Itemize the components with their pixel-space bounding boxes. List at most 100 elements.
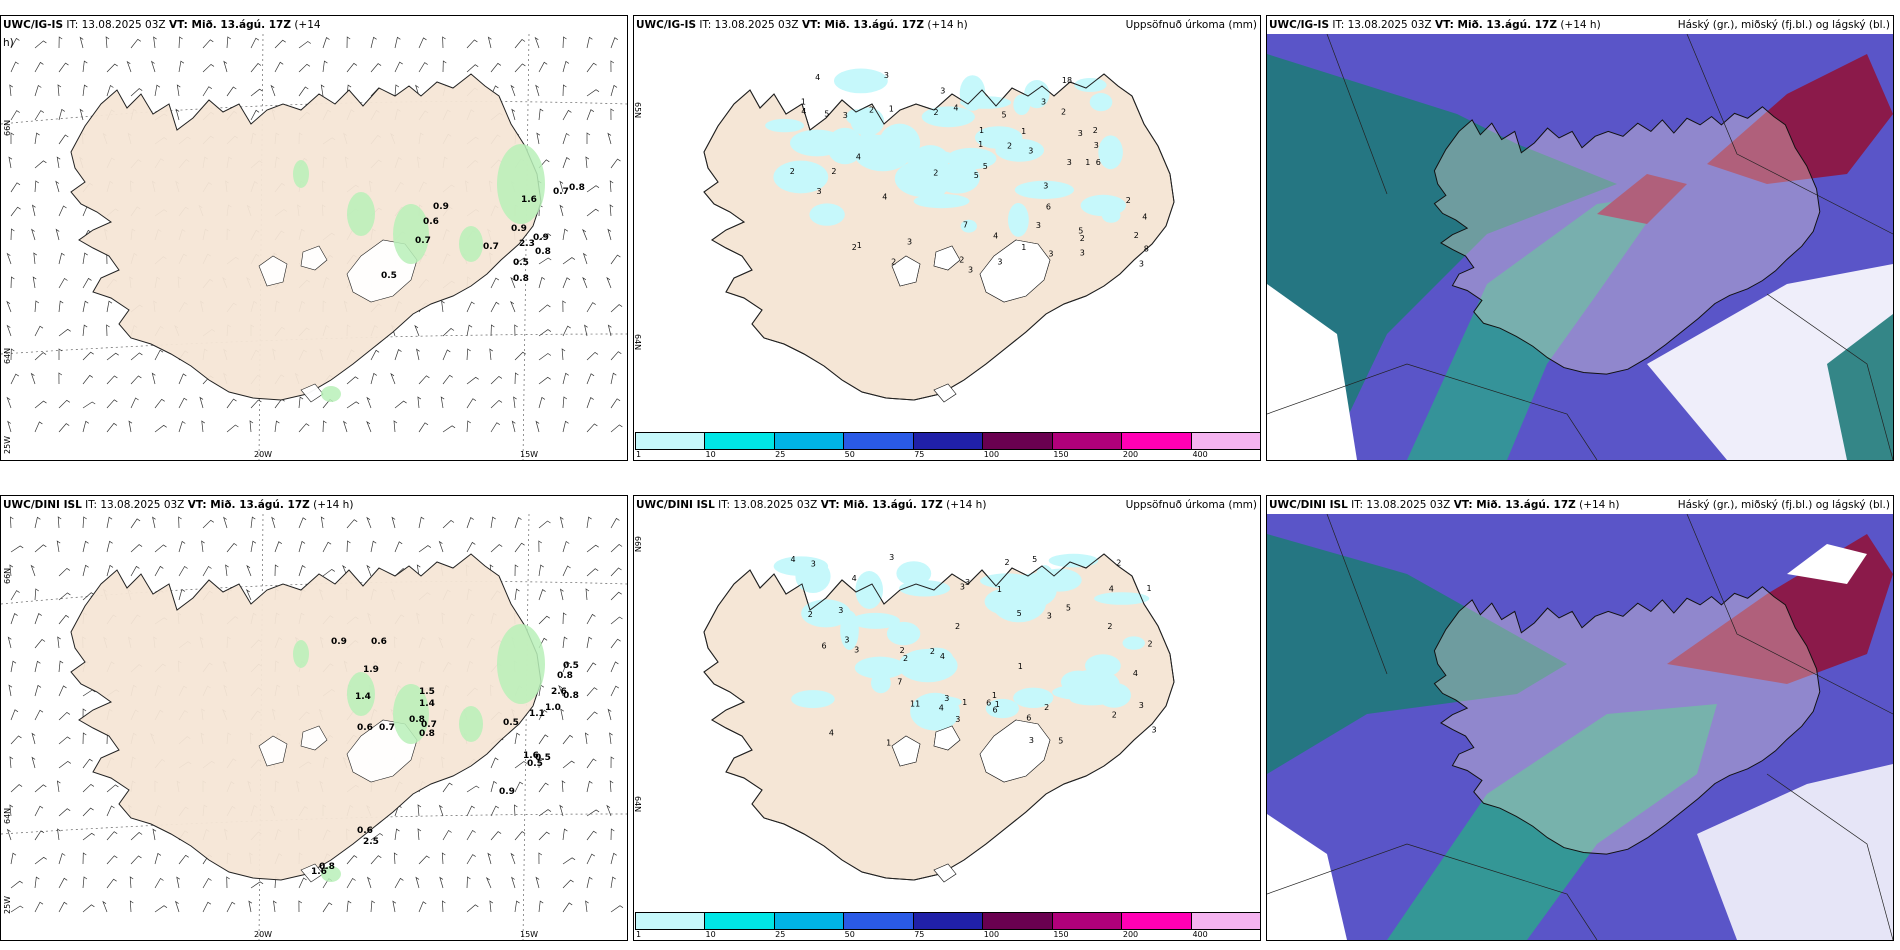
init-time: IT: 13.08.2025 03Z: [66, 19, 166, 31]
valid-time: VT: Mið. 13.ágú. 17Z: [168, 19, 291, 31]
precip-value: 0.5: [527, 759, 543, 769]
accum-value: 3: [1152, 726, 1157, 735]
map-area: [1267, 34, 1893, 460]
lon-label-15: 15W: [520, 930, 539, 939]
precip-value: 0.8: [557, 671, 573, 681]
accum-value: 2: [1007, 141, 1012, 150]
precip-value: 1.6: [521, 195, 537, 205]
colorbar-swatch: [1191, 433, 1260, 449]
colorbar-swatch: [844, 913, 914, 929]
colorbar-tick-label: 1: [636, 930, 642, 939]
accum-value: 4: [939, 703, 944, 712]
panel-right-title: Háský (gr.), miðský (fj.bl.) og lágský (…: [1677, 19, 1890, 31]
accum-value: 1: [1021, 127, 1026, 136]
accum-value: 2: [1116, 558, 1121, 567]
accum-value: 4: [791, 555, 796, 564]
precip-areas: [293, 144, 545, 402]
map-area: 2 3 1 2 2 3 5 3 4 6 3 2 5 6 3 4 3 4 11 3 1 3 7 3 4 2 3 4 2 6 1 2 5 1 3 4 2 1 2…: [634, 514, 1260, 940]
accum-value: 6: [993, 705, 998, 714]
accum-value: 3: [884, 71, 889, 80]
iceland-landmass: [70, 73, 542, 403]
accum-value: 2: [852, 243, 857, 252]
accum-value: 2: [903, 654, 908, 663]
panel-title: UWC/IG-IS IT: 13.08.2025 03Z VT: Mið. 13…: [634, 16, 1260, 34]
accum-value: 3: [968, 265, 973, 274]
accum-value: 3: [889, 553, 894, 562]
precip-value: 0.6: [357, 826, 373, 836]
colorbar-swatch: [774, 433, 845, 449]
lat-label-66: 66N: [3, 119, 12, 136]
accum-value: 5: [1017, 609, 1022, 618]
model-name: UWC/DINI ISL: [636, 499, 715, 511]
model-name: UWC/IG-IS: [3, 19, 64, 31]
accum-value: 4: [852, 574, 857, 583]
accum-value: 3: [1047, 611, 1052, 620]
accum-labels: 1212243343553582434647323343532218642313…: [790, 71, 1149, 274]
lat-label-66: 66N: [633, 536, 642, 553]
accum-value: 4: [801, 107, 806, 116]
accum-value: 3: [1048, 250, 1053, 259]
accum-value: 5: [1078, 227, 1083, 236]
accum-value: 4: [1109, 584, 1114, 593]
accum-value: 2: [1061, 108, 1066, 117]
init-time: IT: 13.08.2025 03Z: [699, 19, 799, 31]
precip-value: 0.5: [535, 753, 551, 763]
accum-value: 1: [997, 585, 1002, 594]
precip-value: 1.6: [523, 751, 539, 761]
lat-label-64: 64N: [633, 796, 642, 813]
accum-value: 2: [831, 167, 836, 176]
accum-value: 4: [940, 652, 945, 661]
accum-value: 5: [824, 109, 829, 118]
accum-value: 2: [1093, 126, 1098, 135]
accum-value: 2: [1107, 622, 1112, 631]
accum-value: 2: [959, 256, 964, 265]
map-svg: 1212243343553582434647323343532218642313…: [703, 68, 1175, 403]
accum-value: 6: [1026, 713, 1031, 722]
lat-label-64: 64N: [3, 807, 12, 824]
panel-accum-precip-dini: UWC/DINI ISL IT: 13.08.2025 03Z VT: Mið.…: [633, 495, 1261, 941]
accum-value: 3: [1036, 221, 1041, 230]
lat-label-64: 64N: [633, 334, 642, 351]
colorbar-swatch: [1122, 913, 1192, 929]
colorbar-tick-label: 400: [1192, 450, 1208, 459]
map-area: 0.9 0.6 1.9 1.4 0.7 1.4 0.8 0.6 0.8 1.5 0.7 1.0 0.5 0…: [1, 514, 627, 940]
map-svg: 0.9 0.61.91.40.71.40.80.60.81.50.71.00.50…: [1, 514, 627, 940]
accum-value: 2: [1134, 231, 1139, 240]
model-name: UWC/IG-IS: [1269, 19, 1330, 31]
accum-value: 3: [838, 606, 843, 615]
accum-value: 4: [1142, 213, 1147, 222]
accum-value: 6: [1046, 203, 1051, 212]
map-svg: 0.70.90.61.60.80.90.70.90.7 2.30.80.50.5 0…: [1, 34, 627, 460]
accum-value: 3: [817, 187, 822, 196]
accum-value: 3: [997, 257, 1002, 266]
accum-value: 2: [790, 167, 795, 176]
colorbar-tick-label: 100: [983, 450, 1000, 459]
precip-value: 0.6: [423, 217, 439, 227]
precip-value: 0.8: [513, 274, 529, 284]
accum-value: 4: [953, 104, 958, 113]
accum-value: 3: [1078, 129, 1083, 138]
accum-value: 5: [1066, 604, 1071, 613]
model-name: UWC/DINI ISL: [3, 499, 82, 511]
accum-value: 4: [882, 192, 887, 201]
colorbar: [635, 912, 1260, 930]
precip-value: 0.6: [357, 723, 373, 733]
colorbar-swatch: [844, 433, 914, 449]
accum-value: 1: [992, 691, 997, 700]
accum-value: 3: [1043, 182, 1048, 191]
accum-value: 2: [1005, 558, 1010, 567]
accum-value: 6: [822, 641, 827, 650]
lat-label-65: 65N: [633, 102, 642, 119]
lon-label-25: 25W: [3, 435, 12, 454]
precip-value: 0.5: [503, 718, 519, 728]
accum-value: 4: [829, 728, 834, 737]
precip-value: 0.8: [569, 183, 585, 193]
iceland-landmass: [1433, 586, 1821, 855]
accum-value: 4: [856, 152, 861, 161]
coastline: [703, 73, 1175, 401]
precip-value: 0.9: [499, 787, 515, 797]
accum-value: 3: [940, 87, 945, 96]
accum-value: 3: [1139, 701, 1144, 710]
accum-value: 1: [978, 140, 983, 149]
lead-time: (+14 h): [1560, 19, 1601, 31]
